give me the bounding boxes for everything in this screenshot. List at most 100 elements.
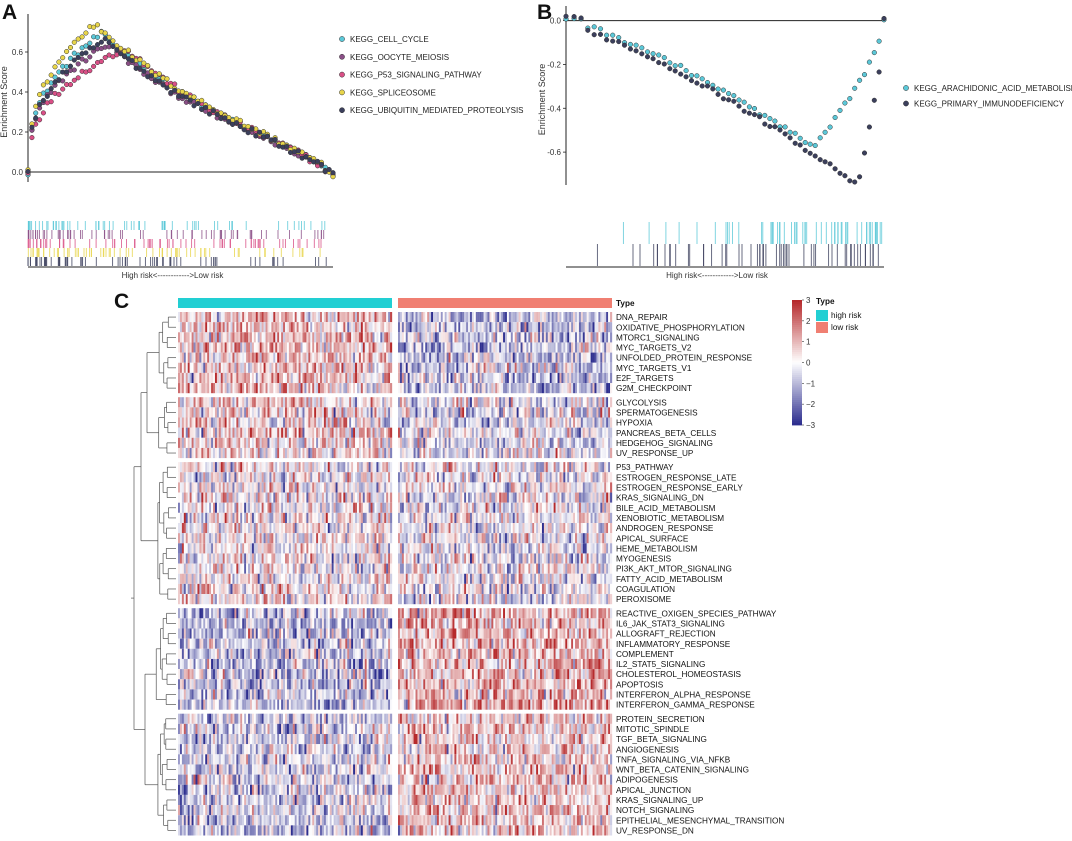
heatmap-cell bbox=[220, 383, 223, 394]
heatmap-cell bbox=[308, 322, 311, 333]
heatmap-cell bbox=[368, 362, 371, 373]
heatmap-cell bbox=[347, 407, 350, 418]
heatmap-cell bbox=[384, 312, 387, 323]
heatmap-cell bbox=[569, 383, 572, 394]
heatmap-cell bbox=[327, 383, 330, 394]
heatmap-cell bbox=[255, 492, 258, 503]
heatmap-cell bbox=[267, 342, 270, 353]
heatmap-cell bbox=[224, 407, 227, 418]
heatmap-cell bbox=[271, 312, 274, 323]
heatmap-cell bbox=[185, 472, 188, 483]
heatmap-cell bbox=[411, 342, 414, 353]
heatmap-cell bbox=[401, 397, 404, 408]
heatmap-cell bbox=[460, 372, 463, 384]
heatmap-cell bbox=[203, 417, 206, 428]
heatmap-cell bbox=[524, 462, 527, 473]
heatmap-cell bbox=[610, 397, 613, 408]
heatmap-cell bbox=[456, 427, 459, 438]
heatmap-cell bbox=[401, 447, 404, 459]
heatmap-cell bbox=[318, 342, 321, 353]
heatmap-cell bbox=[425, 372, 428, 384]
heatmap-cell bbox=[409, 407, 412, 418]
heatmap-cell bbox=[518, 462, 521, 473]
heatmap-cell bbox=[493, 417, 496, 428]
heatmap-cell bbox=[606, 407, 609, 418]
data-point bbox=[627, 41, 633, 47]
heatmap-cell bbox=[462, 482, 465, 493]
heatmap-cell bbox=[181, 312, 184, 323]
heatmap-cell bbox=[205, 312, 208, 323]
heatmap-cell bbox=[178, 342, 181, 353]
heatmap-cell bbox=[512, 447, 515, 459]
heatmap-cell bbox=[341, 362, 344, 373]
heatmap-cell bbox=[450, 407, 453, 418]
heatmap-cell bbox=[576, 417, 580, 428]
heatmap-cell bbox=[419, 462, 422, 473]
heatmap-cell bbox=[559, 397, 562, 408]
panel-letter-c: C bbox=[114, 290, 129, 313]
heatmap-cell bbox=[203, 397, 206, 408]
heatmap-cell bbox=[495, 332, 498, 343]
legend-label: KEGG_ARACHIDONIC_ACID_METABOLISM bbox=[914, 84, 1072, 93]
heatmap-cell bbox=[444, 482, 447, 493]
heatmap-cell bbox=[586, 342, 589, 353]
heatmap-cell bbox=[452, 427, 455, 438]
heatmap-cell bbox=[425, 312, 428, 323]
heatmap-cell bbox=[298, 462, 301, 473]
heatmap-cell bbox=[286, 342, 290, 353]
heatmap-cell bbox=[285, 447, 288, 459]
heatmap-cell bbox=[493, 462, 496, 473]
heatmap-cell bbox=[413, 397, 416, 408]
heatmap-cell bbox=[602, 322, 605, 333]
heatmap-cell bbox=[534, 312, 537, 323]
heatmap-cell bbox=[462, 342, 465, 353]
heatmap-cell bbox=[398, 332, 401, 343]
heatmap-cell bbox=[312, 437, 315, 448]
heatmap-cell bbox=[485, 437, 488, 448]
data-point bbox=[75, 75, 81, 81]
data-point bbox=[644, 49, 651, 55]
heatmap-cell bbox=[541, 482, 545, 493]
heatmap-cell bbox=[353, 447, 356, 459]
heatmap-cell bbox=[469, 437, 473, 448]
heatmap-cell bbox=[364, 492, 367, 503]
heatmap-cell bbox=[514, 372, 517, 384]
heatmap-cell bbox=[475, 472, 478, 483]
heatmap-cell bbox=[578, 312, 582, 323]
heatmap-cell bbox=[312, 407, 315, 418]
heatmap-cell bbox=[427, 397, 430, 408]
heatmap-cell bbox=[343, 362, 346, 373]
heatmap-cell bbox=[526, 417, 529, 428]
heatmap-cell bbox=[565, 447, 568, 459]
heatmap-cell bbox=[433, 437, 436, 448]
heatmap-cell bbox=[267, 372, 270, 384]
heatmap-cell bbox=[191, 397, 194, 408]
data-point bbox=[797, 135, 803, 141]
heatmap-cell bbox=[296, 372, 299, 384]
heatmap-cell bbox=[483, 362, 486, 373]
heatmap-cell bbox=[189, 472, 192, 483]
heatmap-cell bbox=[401, 492, 404, 503]
data-point bbox=[731, 98, 737, 104]
data-point bbox=[757, 114, 763, 120]
heatmap-cell bbox=[179, 462, 183, 473]
heatmap-cell bbox=[333, 383, 336, 394]
heatmap-cell bbox=[263, 383, 266, 394]
heatmap-cell bbox=[251, 492, 255, 503]
heatmap-cell bbox=[464, 492, 467, 503]
heatmap-cell bbox=[384, 322, 387, 333]
row-label: PANCREAS_BETA_CELLS bbox=[616, 429, 717, 438]
heatmap-cell bbox=[316, 462, 319, 473]
heatmap-cell bbox=[353, 492, 356, 503]
heatmap-cell bbox=[228, 352, 231, 363]
heatmap-cell bbox=[312, 332, 315, 343]
legend-label: KEGG_P53_SIGNALING_PATHWAY bbox=[350, 71, 482, 80]
heatmap-cell bbox=[530, 447, 533, 459]
heatmap-cell bbox=[249, 447, 253, 459]
heatmap-cell bbox=[423, 312, 426, 323]
data-point bbox=[678, 62, 684, 68]
heatmap-cell bbox=[388, 427, 391, 438]
heatmap-cell bbox=[555, 407, 558, 418]
heatmap-cell bbox=[471, 372, 475, 384]
data-point bbox=[807, 150, 813, 156]
